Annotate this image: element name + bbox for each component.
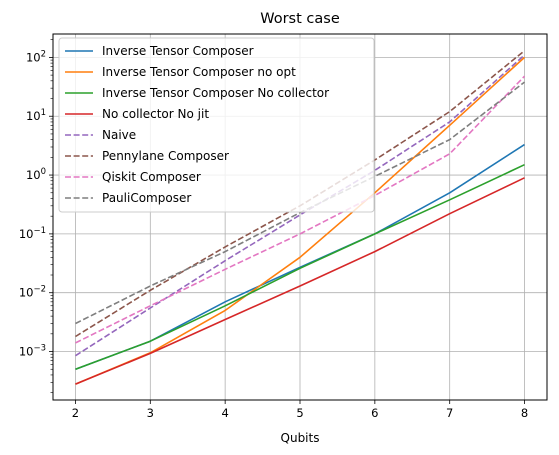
- x-tick-label: 2: [72, 406, 79, 420]
- legend-label: No collector No jit: [102, 107, 209, 121]
- y-tick-label: 101: [26, 108, 46, 123]
- y-tick-base: 10: [19, 227, 34, 241]
- series-line: [75, 81, 525, 325]
- x-tick-label: 7: [446, 406, 453, 420]
- x-tick-label: 5: [296, 406, 303, 420]
- series-line: [75, 163, 525, 370]
- legend-label: Inverse Tensor Composer no opt: [102, 65, 296, 79]
- x-tick-label: 6: [371, 406, 378, 420]
- y-tick-base: 10: [19, 345, 34, 359]
- series-line: [75, 75, 526, 344]
- y-tick-base: 10: [26, 50, 41, 64]
- legend-label: Naive: [102, 128, 136, 142]
- y-tick-base: 10: [26, 168, 41, 182]
- y-tick-base: 10: [26, 109, 41, 123]
- x-axis: 2 3 4 5 6 7 8: [72, 400, 528, 420]
- x-tick-label: 8: [521, 406, 528, 420]
- legend-label: Pennylane Composer: [102, 149, 229, 163]
- chart-title: Worst case: [260, 11, 340, 27]
- y-tick-label: 10−3: [19, 344, 46, 359]
- y-tick-exponent: 2: [41, 49, 46, 59]
- legend-label: Qiskit Composer: [102, 170, 201, 184]
- y-tick-label: 100: [26, 167, 46, 182]
- legend: Inverse Tensor Composer Inverse Tensor Co…: [58, 37, 375, 213]
- y-tick-exponent: −1: [33, 226, 46, 236]
- legend-label: PauliComposer: [102, 191, 191, 205]
- legend-label: Inverse Tensor Composer: [102, 44, 254, 58]
- y-tick-exponent: −2: [33, 285, 46, 295]
- series-line: [75, 177, 525, 385]
- legend-box: [58, 37, 375, 213]
- y-tick-label: 102: [26, 49, 46, 64]
- y-tick-exponent: 1: [41, 108, 46, 118]
- y-tick-label: 10−1: [19, 226, 46, 241]
- y-tick-label: 10−2: [19, 285, 46, 300]
- legend-label: Inverse Tensor Composer No collector: [102, 86, 329, 100]
- x-tick-label: 3: [147, 406, 154, 420]
- y-tick-exponent: 0: [41, 167, 46, 177]
- y-tick-exponent: −3: [33, 344, 46, 354]
- series-line: [75, 54, 526, 357]
- x-tick-label: 4: [221, 406, 228, 420]
- y-tick-base: 10: [19, 286, 34, 300]
- x-axis-label: Qubits: [281, 431, 320, 445]
